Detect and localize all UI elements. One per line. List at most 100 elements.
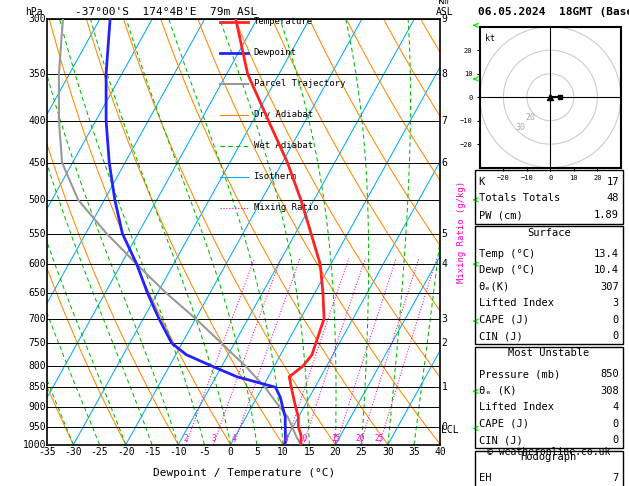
Text: Pressure (mb): Pressure (mb)	[479, 369, 560, 379]
Text: CIN (J): CIN (J)	[479, 435, 523, 445]
Text: -25: -25	[91, 447, 108, 457]
Text: 10: 10	[299, 434, 308, 443]
Text: 800: 800	[28, 361, 46, 371]
Text: 3: 3	[442, 313, 447, 324]
Text: 1000: 1000	[23, 440, 46, 450]
Text: 450: 450	[28, 157, 46, 168]
Text: © weatheronline.co.uk: © weatheronline.co.uk	[487, 447, 611, 457]
Text: 350: 350	[28, 69, 46, 79]
Text: hPa: hPa	[26, 7, 43, 17]
Text: 750: 750	[28, 338, 46, 348]
Text: -37°00'S  174°4B'E  79m ASL: -37°00'S 174°4B'E 79m ASL	[75, 7, 257, 17]
Text: Mixing Ratio: Mixing Ratio	[253, 203, 318, 212]
Text: 20: 20	[525, 113, 535, 122]
Text: Most Unstable: Most Unstable	[508, 348, 589, 359]
Text: 3: 3	[211, 434, 216, 443]
Text: 0: 0	[613, 435, 619, 445]
Text: 8: 8	[284, 434, 288, 443]
Text: 10: 10	[277, 447, 289, 457]
Text: 300: 300	[28, 15, 46, 24]
Text: Dry Adiabat: Dry Adiabat	[253, 110, 313, 119]
Text: K: K	[479, 177, 485, 187]
Text: 30: 30	[382, 447, 394, 457]
Text: CAPE (J): CAPE (J)	[479, 418, 528, 429]
Text: Temp (°C): Temp (°C)	[479, 248, 535, 259]
Text: 850: 850	[600, 369, 619, 379]
Text: 20: 20	[330, 447, 342, 457]
Text: θₑ (K): θₑ (K)	[479, 385, 516, 396]
Text: EH: EH	[479, 473, 491, 483]
Text: 6: 6	[442, 157, 447, 168]
Text: -30: -30	[65, 447, 82, 457]
Text: Dewpoint / Temperature (°C): Dewpoint / Temperature (°C)	[153, 468, 335, 478]
Text: 2: 2	[183, 434, 188, 443]
Text: 900: 900	[28, 402, 46, 413]
Text: 15: 15	[303, 447, 315, 457]
Text: 5: 5	[442, 228, 447, 239]
Text: Dewpoint: Dewpoint	[253, 48, 296, 57]
Text: θₑ(K): θₑ(K)	[479, 281, 510, 292]
Text: 700: 700	[28, 313, 46, 324]
Text: 1: 1	[442, 382, 447, 392]
Text: PW (cm): PW (cm)	[479, 210, 523, 220]
Text: 4: 4	[231, 434, 236, 443]
Text: 650: 650	[28, 288, 46, 297]
Text: 48: 48	[606, 193, 619, 204]
Text: 3: 3	[613, 298, 619, 308]
Text: 850: 850	[28, 382, 46, 392]
Text: Wet Adiabat: Wet Adiabat	[253, 141, 313, 150]
Text: 950: 950	[28, 421, 46, 432]
Text: -5: -5	[199, 447, 210, 457]
Text: 13.4: 13.4	[594, 248, 619, 259]
Text: 17: 17	[606, 177, 619, 187]
Text: 7: 7	[442, 116, 447, 126]
Text: 4: 4	[442, 259, 447, 269]
Text: 25: 25	[356, 447, 367, 457]
Text: 0: 0	[228, 447, 233, 457]
Text: 500: 500	[28, 195, 46, 205]
Text: -20: -20	[117, 447, 135, 457]
Text: 2: 2	[442, 338, 447, 348]
Text: -10: -10	[169, 447, 187, 457]
Text: 9: 9	[442, 15, 447, 24]
Text: 35: 35	[408, 447, 420, 457]
Text: 0: 0	[442, 421, 447, 432]
Text: CIN (J): CIN (J)	[479, 331, 523, 341]
Text: Temperature: Temperature	[253, 17, 313, 26]
Text: 30: 30	[516, 122, 525, 132]
Text: 10.4: 10.4	[594, 265, 619, 275]
Text: kt: kt	[484, 34, 494, 43]
Text: 600: 600	[28, 259, 46, 269]
Text: 40: 40	[435, 447, 446, 457]
Text: CAPE (J): CAPE (J)	[479, 314, 528, 325]
Text: 8: 8	[442, 69, 447, 79]
Text: km
ASL: km ASL	[435, 0, 453, 17]
Text: -35: -35	[38, 447, 56, 457]
Text: LCL: LCL	[442, 425, 459, 435]
Text: 15: 15	[331, 434, 341, 443]
Text: Lifted Index: Lifted Index	[479, 402, 554, 412]
Text: 20: 20	[355, 434, 365, 443]
Text: 25: 25	[375, 434, 384, 443]
Text: Mixing Ratio (g/kg): Mixing Ratio (g/kg)	[457, 181, 467, 283]
Text: 0: 0	[613, 418, 619, 429]
Text: -15: -15	[143, 447, 161, 457]
Text: 1.89: 1.89	[594, 210, 619, 220]
Text: 06.05.2024  18GMT (Base: 18): 06.05.2024 18GMT (Base: 18)	[478, 7, 629, 17]
Text: 4: 4	[613, 402, 619, 412]
Text: Hodograph: Hodograph	[521, 452, 577, 463]
Text: Lifted Index: Lifted Index	[479, 298, 554, 308]
Text: 400: 400	[28, 116, 46, 126]
Text: 308: 308	[600, 385, 619, 396]
Text: 5: 5	[254, 447, 260, 457]
Text: Dewp (°C): Dewp (°C)	[479, 265, 535, 275]
Text: 307: 307	[600, 281, 619, 292]
Text: Parcel Trajectory: Parcel Trajectory	[253, 79, 345, 88]
Text: 550: 550	[28, 228, 46, 239]
Text: Isotherm: Isotherm	[253, 172, 296, 181]
Text: 7: 7	[613, 473, 619, 483]
Text: 0: 0	[613, 331, 619, 341]
Text: Surface: Surface	[527, 228, 571, 238]
Text: Totals Totals: Totals Totals	[479, 193, 560, 204]
Text: 0: 0	[613, 314, 619, 325]
